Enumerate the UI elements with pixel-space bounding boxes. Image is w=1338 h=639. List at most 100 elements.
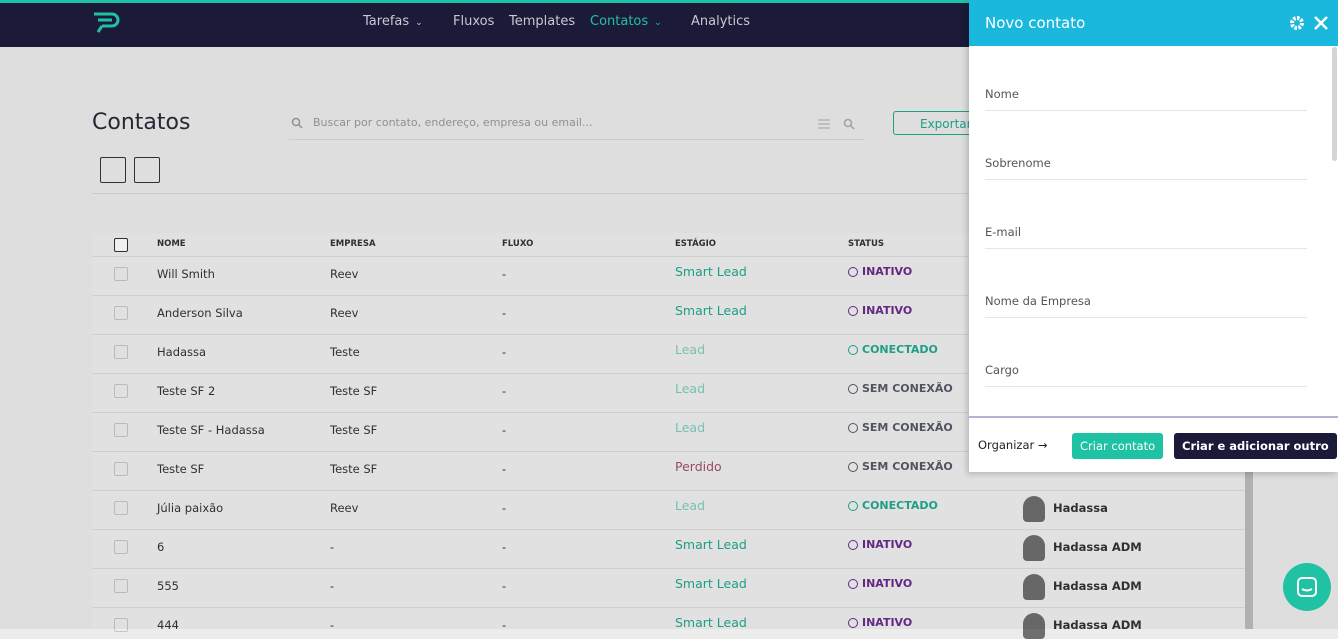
column-header: NOME	[157, 239, 186, 249]
chat-button[interactable]	[1283, 563, 1331, 611]
company: Teste	[330, 345, 360, 359]
row-checkbox[interactable]	[114, 306, 128, 320]
field-label[interactable]: E-mail	[985, 225, 1022, 239]
row-checkbox[interactable]	[114, 345, 128, 359]
status: SEM CONEXÃO	[862, 382, 953, 395]
row-checkbox[interactable]	[114, 462, 128, 476]
settings-button[interactable]	[134, 157, 160, 183]
chevron: ⌄	[415, 18, 423, 28]
row-separator	[92, 256, 1245, 257]
field-label[interactable]: Nome	[985, 87, 1019, 101]
stage: Smart Lead	[675, 576, 747, 591]
company: -	[330, 579, 335, 593]
status-icon	[848, 423, 858, 433]
row-checkbox[interactable]	[114, 579, 128, 593]
field-label[interactable]: Nome da Empresa	[985, 294, 1091, 308]
field-underline	[985, 317, 1307, 318]
stage: Lead	[675, 381, 706, 396]
header-checkbox[interactable]	[114, 238, 128, 252]
company: Teste SF	[330, 423, 378, 437]
contact-name[interactable]: Teste SF 2	[157, 384, 216, 398]
stage: Smart Lead	[675, 537, 747, 552]
field-underline	[985, 179, 1307, 180]
company: Teste SF	[330, 384, 378, 398]
nav-item[interactable]: Tarefas ⌄	[363, 14, 423, 29]
contact-name[interactable]: Júlia paixão	[157, 501, 224, 515]
flow: -	[502, 618, 507, 632]
status: CONECTADO	[862, 499, 938, 512]
flow: -	[502, 579, 507, 593]
nav-item[interactable]: Templates	[509, 14, 576, 29]
flow: -	[502, 501, 507, 515]
flow: -	[502, 345, 507, 359]
status-icon	[848, 462, 858, 472]
status-icon	[848, 540, 858, 550]
row-checkbox[interactable]	[114, 267, 128, 281]
status: CONECTADO	[862, 343, 938, 356]
row-checkbox[interactable]	[114, 384, 128, 398]
field-underline	[985, 248, 1307, 249]
divider	[92, 193, 1245, 194]
nav-item[interactable]: Fluxos	[453, 14, 495, 29]
organize-button[interactable]: Organizar →	[978, 438, 1048, 452]
chat-icon	[1297, 577, 1317, 597]
flow: -	[502, 462, 507, 476]
status: INATIVO	[862, 538, 913, 551]
contact-name[interactable]: Teste SF	[157, 462, 205, 476]
create-button[interactable]: Criar contato	[1072, 433, 1164, 459]
company: Reev	[330, 501, 359, 515]
scrollbar	[1245, 470, 1253, 629]
status: SEM CONEXÃO	[862, 421, 953, 434]
stage: Lead	[675, 342, 706, 357]
search-bar[interactable]: Buscar por contato, endereço, empresa ou…	[289, 112, 865, 140]
logo	[94, 12, 120, 33]
field-label[interactable]: Cargo	[985, 363, 1019, 377]
contact-name[interactable]: Teste SF - Hadassa	[157, 423, 265, 437]
row-separator	[92, 451, 1245, 452]
row-checkbox[interactable]	[114, 501, 128, 515]
row-separator	[92, 529, 1245, 530]
company: Teste SF	[330, 462, 378, 476]
row-separator	[92, 334, 1245, 335]
row-separator	[92, 412, 1245, 413]
field-underline	[985, 110, 1307, 111]
row-separator	[92, 568, 1245, 569]
panel-footer-border	[969, 416, 1338, 418]
contact-name[interactable]: Anderson Silva	[157, 306, 243, 320]
row-checkbox[interactable]	[114, 423, 128, 437]
search-placeholder: Buscar por contato, endereço, empresa ou…	[313, 116, 593, 129]
contact-name[interactable]: Hadassa	[157, 345, 207, 359]
stage: Smart Lead	[675, 615, 747, 630]
row-separator	[92, 607, 1245, 608]
contact-name[interactable]: 6	[157, 540, 165, 554]
search-icon	[291, 117, 303, 129]
organize-label: Organizar	[978, 438, 1035, 452]
flow: -	[502, 384, 507, 398]
status: INATIVO	[862, 304, 913, 317]
nav-item[interactable]: Contatos ⌄	[590, 14, 662, 29]
status-icon	[848, 501, 858, 511]
company: -	[330, 540, 335, 554]
create-another-button[interactable]: Criar e adicionar outro	[1174, 433, 1337, 459]
row-separator	[92, 295, 1245, 296]
contact-name[interactable]: 555	[157, 579, 179, 593]
filter-button[interactable]	[100, 157, 126, 183]
field-label[interactable]: Sobrenome	[985, 156, 1051, 170]
company: -	[330, 618, 335, 632]
nav-item[interactable]: Analytics	[691, 14, 751, 29]
contact-name[interactable]: Will Smith	[157, 267, 215, 281]
row-checkbox[interactable]	[114, 540, 128, 554]
owner: Hadassa	[1053, 501, 1108, 515]
panel-icons[interactable]	[1288, 14, 1332, 32]
page-title: Contatos	[92, 110, 191, 135]
owner: Hadassa ADM	[1053, 579, 1142, 593]
owner-avatar	[1023, 574, 1045, 600]
new-contact-panel: Novo contato Organizar → Criar contato C…	[969, 0, 1338, 472]
status-icon	[848, 267, 858, 277]
column-header: ESTÁGIO	[675, 239, 717, 249]
status: INATIVO	[862, 616, 913, 629]
row-separator	[92, 373, 1245, 374]
status-icon	[848, 384, 858, 394]
column-header: FLUXO	[502, 239, 534, 249]
